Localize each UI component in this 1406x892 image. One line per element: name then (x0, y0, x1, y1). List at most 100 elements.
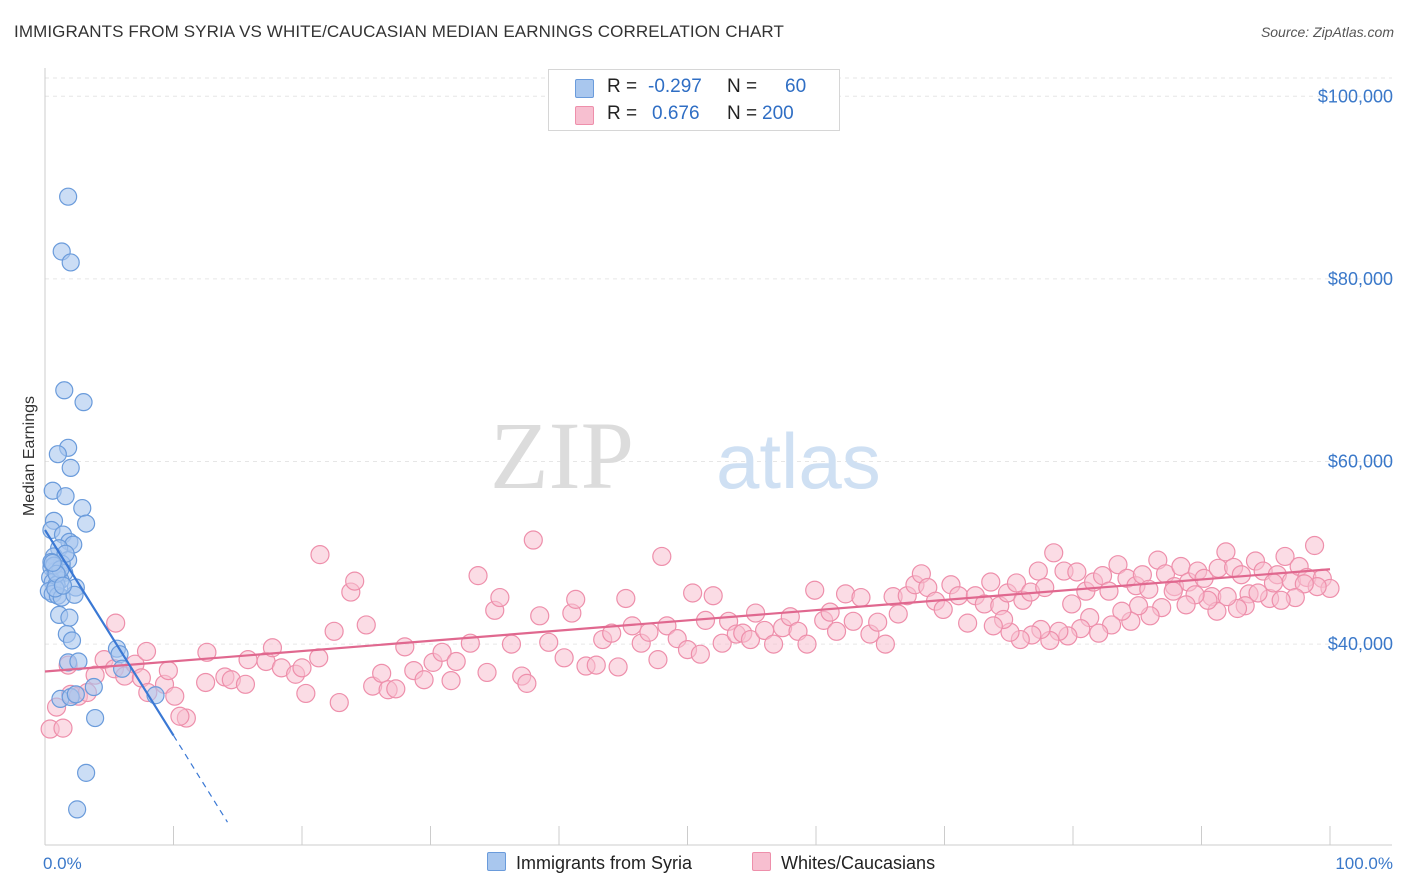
data-point-syria (77, 763, 96, 782)
data-point-white (356, 615, 376, 635)
x-tick-label: 100.0% (1335, 854, 1393, 873)
data-point-white (165, 686, 185, 706)
data-point-white (386, 679, 406, 699)
data-point-white (136, 641, 157, 662)
data-point-white (468, 566, 488, 586)
data-point-white (395, 637, 415, 657)
data-point-white (441, 671, 461, 691)
y-tick-labels: $40,000 $60,000 $80,000 $100,000 (1318, 86, 1393, 654)
data-point-white (1108, 555, 1128, 575)
data-point-syria (77, 514, 96, 533)
data-point-white (539, 632, 559, 652)
bottom-swatch-pink (752, 852, 771, 871)
data-point-syria (48, 445, 67, 464)
correlation-legend: R = -0.297 N = 60 R = 0.676 N = 200 (548, 69, 840, 131)
data-point-white (958, 613, 978, 633)
watermark-atlas: atlas (716, 417, 881, 505)
data-point-syria (56, 487, 75, 506)
y-tick-label: $60,000 (1328, 452, 1393, 472)
legend-row-blue: R = -0.297 N = 60 (549, 74, 839, 100)
data-point-white (608, 657, 628, 677)
data-point-white (566, 589, 586, 609)
watermark: ZIP atlas (490, 402, 881, 509)
y-tick-label: $40,000 (1328, 634, 1393, 654)
data-point-white (703, 586, 723, 606)
data-point-white (196, 672, 216, 693)
data-point-white (1263, 573, 1284, 593)
data-point-white (517, 673, 537, 693)
data-point-white (477, 662, 497, 683)
data-point-white (523, 530, 543, 550)
data-point-syria (84, 677, 103, 697)
watermark-zip: ZIP (490, 402, 634, 509)
data-point-syria (53, 576, 73, 595)
x-tick-label: 0.0% (43, 854, 82, 873)
data-point-white (1006, 573, 1027, 593)
axes (44, 68, 1392, 846)
data-point-white (446, 651, 466, 672)
data-point-white (639, 622, 659, 642)
data-point-white (868, 612, 888, 632)
legend-swatch-blue (575, 79, 594, 98)
data-point-white (238, 650, 258, 670)
trend-line-syria-extension (172, 735, 228, 823)
data-point-white (1304, 535, 1325, 556)
data-point-white (530, 606, 550, 626)
legend-r-value: 0.676 (652, 103, 700, 124)
data-point-syria (55, 381, 74, 400)
bottom-legend-blue-label: Immigrants from Syria (516, 853, 693, 873)
data-point-white (329, 692, 349, 713)
y-axis-label: Median Earnings (21, 396, 38, 516)
data-point-white (981, 572, 1001, 592)
data-point-syria (86, 708, 105, 728)
data-point-white (1271, 590, 1291, 610)
data-point-white (616, 588, 636, 609)
data-point-syria (66, 685, 85, 704)
data-point-syria (68, 800, 87, 819)
data-point-white (1099, 581, 1119, 601)
data-point-white (414, 670, 434, 690)
data-point-syria (61, 458, 80, 477)
data-point-white (746, 603, 766, 623)
grid-lines (45, 77, 1392, 645)
data-point-white (1028, 561, 1048, 581)
data-point-white (875, 634, 895, 654)
legend-row-pink: R = 0.676 N = 200 (549, 101, 839, 127)
data-point-white (797, 634, 817, 654)
data-point-white (324, 621, 344, 641)
data-point-syria (73, 498, 92, 518)
legend-r-value: -0.297 (648, 76, 702, 97)
data-point-white (1294, 574, 1314, 594)
data-point-white (1044, 543, 1064, 563)
legend-n-label: N = (727, 76, 758, 97)
data-point-syria (43, 553, 62, 572)
data-point-white (652, 546, 672, 567)
data-point-white (1217, 587, 1237, 607)
bottom-legend-pink-label: Whites/Caucasians (781, 853, 936, 873)
data-point-white (53, 718, 73, 738)
data-point-white (309, 648, 329, 668)
data-point-white (805, 580, 825, 600)
data-point-white (1248, 583, 1268, 603)
data-point-white (432, 642, 452, 662)
data-point-white (851, 587, 871, 608)
data-point-white (1035, 577, 1055, 598)
series-immigrants-from-syria (39, 187, 165, 819)
data-point-white (683, 583, 703, 603)
series-whites-caucasians (40, 530, 1340, 739)
data-point-white (949, 586, 969, 606)
data-point-white (1089, 623, 1109, 643)
legend-n-value: 200 (762, 103, 794, 124)
data-point-syria (60, 608, 79, 627)
legend-n-value: 60 (785, 76, 807, 97)
bottom-legend-pink: Whites/Caucasians (752, 852, 935, 874)
data-point-white (310, 545, 330, 565)
data-point-white (372, 663, 392, 683)
x-tick-labels: 0.0% 100.0% (43, 854, 1393, 873)
legend-n-label: N = (727, 103, 758, 124)
trend-line-syria (44, 529, 175, 737)
data-point-white (158, 660, 178, 681)
legend-r-label: R = (607, 76, 638, 97)
chart-title: IMMIGRANTS FROM SYRIA VS WHITE/CAUCASIAN… (14, 22, 784, 41)
data-point-white (170, 706, 190, 726)
